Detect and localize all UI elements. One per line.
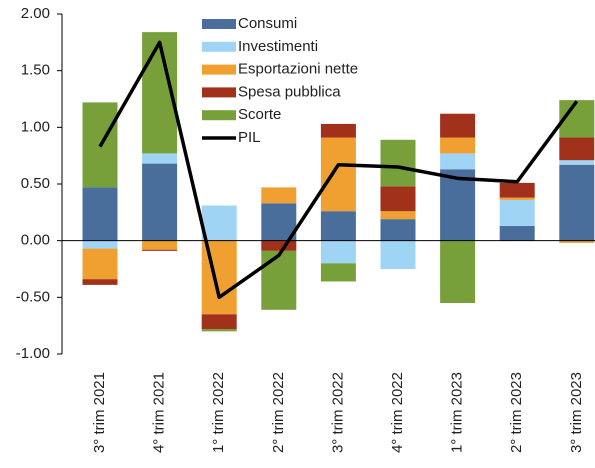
bar-segment	[261, 203, 297, 241]
bar-segment	[261, 240, 297, 251]
bar-segment	[142, 163, 178, 241]
bar-segment	[320, 211, 356, 241]
bar-segment	[440, 169, 476, 241]
y-tick-label: 1.00	[21, 118, 50, 135]
bar-segment	[440, 113, 476, 138]
bar-segment	[142, 249, 178, 251]
legend-label: Spesa pubblica	[238, 83, 341, 100]
y-tick-label: -0.50	[16, 288, 50, 305]
bar-segment	[380, 139, 416, 187]
bar-segment	[380, 240, 416, 269]
x-tick-label: 1° trim 2023	[449, 372, 466, 453]
bar-segment	[201, 314, 237, 330]
bar-segment	[320, 263, 356, 282]
legend-swatch	[202, 19, 236, 29]
bar-segment	[380, 219, 416, 241]
bar-segment	[320, 240, 356, 264]
legend-swatch	[202, 41, 236, 52]
bar-segment	[320, 123, 356, 138]
bar-segment	[440, 240, 476, 303]
bar-segment	[499, 199, 535, 226]
bar-segment	[320, 137, 356, 212]
bar-segment	[82, 279, 118, 285]
x-tick-label: 4° trim 2021	[151, 372, 168, 453]
bar-segment	[261, 187, 297, 204]
legend-swatch	[202, 87, 236, 98]
bar-segment	[499, 225, 535, 241]
bar-segment	[261, 250, 297, 310]
y-tick-label: 0.50	[21, 175, 50, 192]
bar-segment	[559, 137, 595, 161]
x-tick-label: 1° trim 2022	[210, 372, 227, 453]
x-tick-label: 2° trim 2022	[270, 372, 287, 453]
bar-segment	[499, 197, 535, 200]
y-tick-label: 1.50	[21, 62, 50, 79]
legend-label: Investimenti	[238, 38, 318, 55]
y-tick-label: 0.00	[21, 232, 50, 249]
legend-swatch	[202, 64, 236, 75]
x-tick-label: 4° trim 2022	[389, 372, 406, 453]
bar-segment	[201, 205, 237, 241]
legend-label: Scorte	[238, 106, 281, 123]
bar-segment	[440, 137, 476, 154]
bar-segment	[499, 182, 535, 198]
x-tick-label: 3° trim 2022	[329, 372, 346, 453]
legend-label: PIL	[238, 129, 261, 146]
bar-segment	[380, 186, 416, 212]
x-tick-label: 3° trim 2021	[91, 372, 108, 453]
bar-segment	[559, 164, 595, 241]
bar-segment	[201, 329, 237, 332]
line-series	[98, 40, 579, 300]
bar-segment	[559, 160, 595, 165]
y-tick-label: 2.00	[21, 5, 50, 22]
y-tick-label: -1.00	[16, 345, 50, 362]
bar-segment	[559, 240, 595, 243]
bar-segment	[82, 187, 118, 241]
bar-segment	[440, 153, 476, 170]
legend-label: Esportazioni nette	[238, 61, 358, 78]
x-tick-label: 3° trim 2023	[568, 372, 585, 453]
bar-segment	[380, 211, 416, 220]
x-tick-label: 2° trim 2023	[508, 372, 525, 453]
legend-label: Consumi	[238, 15, 297, 32]
bar-segment	[142, 240, 178, 250]
bar-segment	[142, 153, 178, 164]
legend-swatch	[202, 110, 236, 121]
bar-segment	[82, 240, 118, 249]
bar-segment	[82, 248, 118, 280]
